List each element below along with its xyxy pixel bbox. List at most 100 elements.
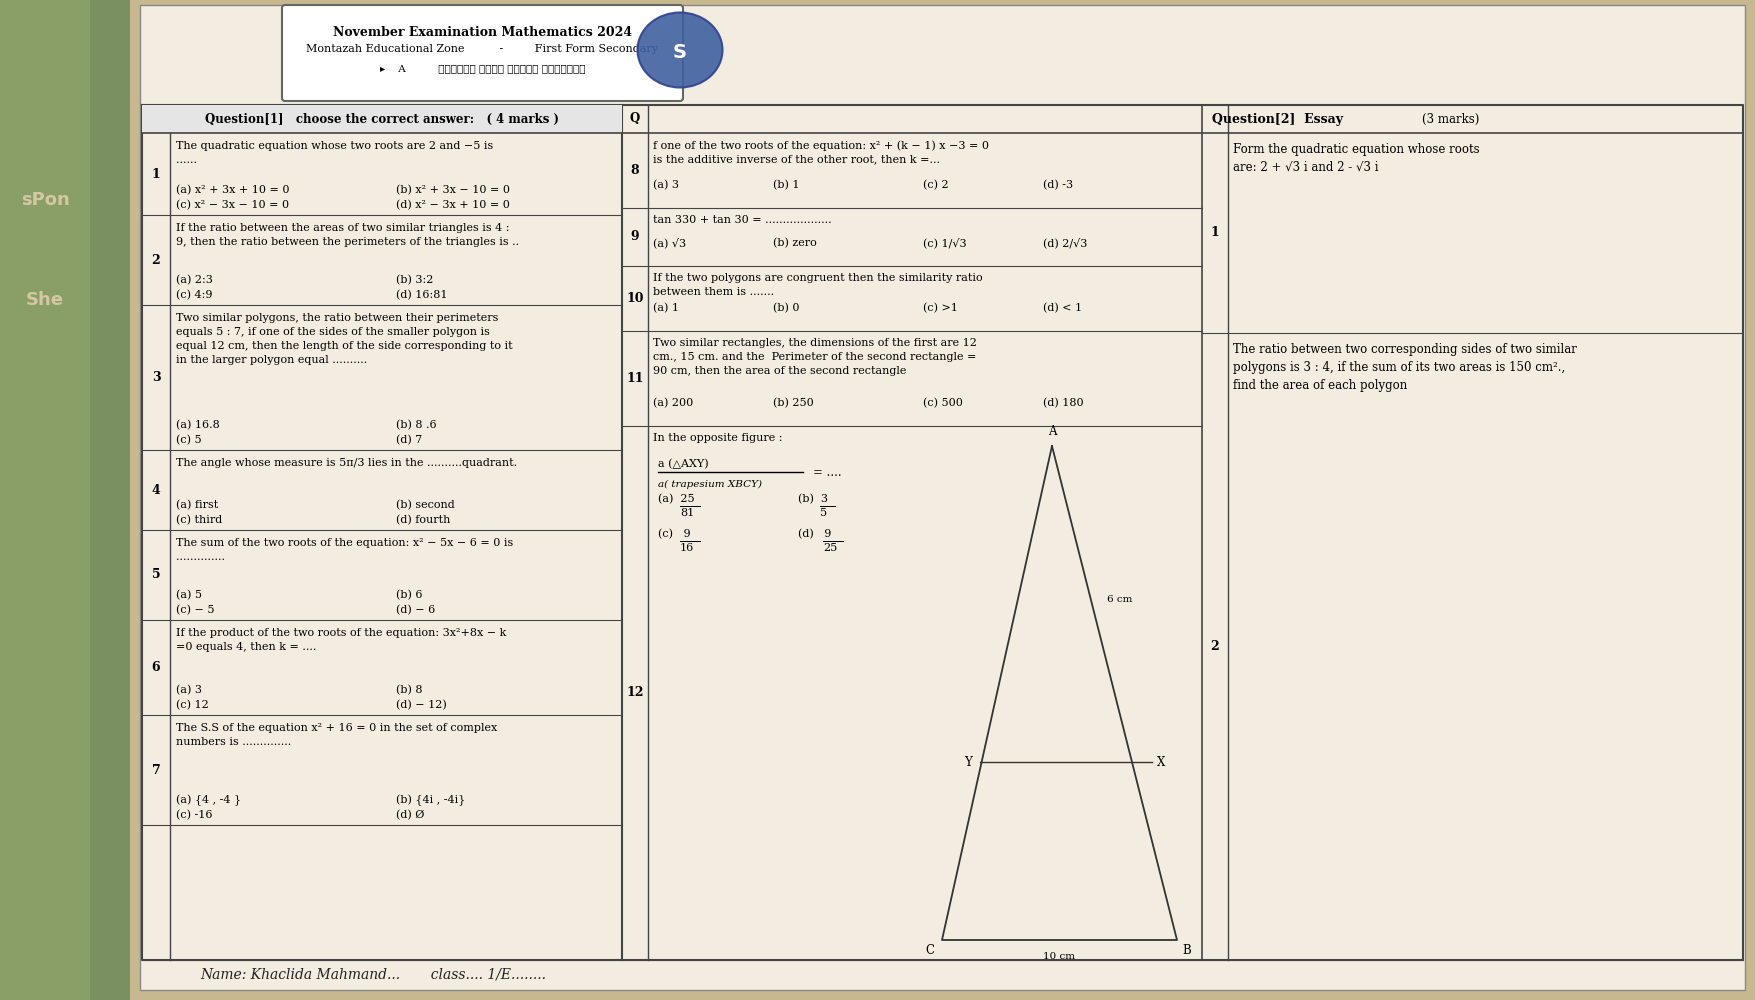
Text: (b) zero: (b) zero [772,238,816,248]
Text: (a)  25: (a) 25 [658,494,695,504]
Text: a( trapesium XBCY): a( trapesium XBCY) [658,479,762,489]
Text: between them is .......: between them is ....... [653,287,774,297]
Text: (a) 200: (a) 200 [653,398,693,408]
Text: (a) 1: (a) 1 [653,303,679,313]
Text: (d) -3: (d) -3 [1042,180,1072,190]
Text: find the area of each polygon: find the area of each polygon [1234,379,1408,392]
Text: (d) 16:81: (d) 16:81 [397,290,448,300]
Text: If the ratio between the areas of two similar triangles is 4 :: If the ratio between the areas of two si… [176,223,509,233]
Text: Name: Khaclida Mahmand...       class.... 1/E........: Name: Khaclida Mahmand... class.... 1/E.… [200,968,546,982]
Text: in the larger polygon equal ..........: in the larger polygon equal .......... [176,355,367,365]
Bar [142,105,621,133]
Text: is the additive inverse of the other root, then k =...: is the additive inverse of the other roo… [653,154,941,164]
Text: (d) < 1: (d) < 1 [1042,303,1083,313]
Text: If the two polygons are congruent then the similarity ratio: If the two polygons are congruent then t… [653,273,983,283]
Text: Two similar rectangles, the dimensions of the first are 12: Two similar rectangles, the dimensions o… [653,338,978,348]
Text: (c) >1: (c) >1 [923,303,958,313]
Text: (a) 3: (a) 3 [176,685,202,695]
Text: Question[2]  Essay: Question[2] Essay [1213,112,1343,125]
Text: 1: 1 [1211,227,1220,239]
Text: (b)  3: (b) 3 [799,494,828,504]
Text: 2: 2 [1211,640,1220,653]
Text: 4: 4 [151,484,160,496]
Text: (b) 8: (b) 8 [397,685,423,695]
Text: Question[1]   choose the correct answer:   ( 4 marks ): Question[1] choose the correct answer: (… [205,112,560,125]
Text: Y: Y [963,756,972,769]
Text: 25: 25 [823,543,837,553]
Text: The sum of the two roots of the equation: x² − 5x − 6 = 0 is: The sum of the two roots of the equation… [176,538,512,548]
Text: (a) {4 , -4 }: (a) {4 , -4 } [176,795,240,806]
Text: (a) 3: (a) 3 [653,180,679,190]
Text: (b) 6: (b) 6 [397,590,423,600]
Text: 5: 5 [820,508,827,518]
Text: a (△AXY): a (△AXY) [658,459,709,469]
Text: (c) 1/√3: (c) 1/√3 [923,238,967,249]
Text: November Examination Mathematics 2024: November Examination Mathematics 2024 [333,26,632,39]
Text: If the product of the two roots of the equation: 3x²+8x − k: If the product of the two roots of the e… [176,628,507,638]
Text: f one of the two roots of the equation: x² + (k − 1) x −3 = 0: f one of the two roots of the equation: … [653,140,990,151]
Text: are: 2 + √3 i and 2 - √3 i: are: 2 + √3 i and 2 - √3 i [1234,161,1378,174]
Text: 2: 2 [151,253,160,266]
Text: 9: 9 [630,231,639,243]
Text: (c) third: (c) third [176,515,223,525]
Text: =0 equals 4, then k = ....: =0 equals 4, then k = .... [176,642,316,652]
Text: ▸    A          امتحان الصف الاول الثانوى: ▸ A امتحان الصف الاول الثانوى [379,64,584,73]
Text: (c) 4:9: (c) 4:9 [176,290,212,300]
Text: 5: 5 [151,568,160,582]
Text: (3 marks): (3 marks) [1422,112,1479,125]
Text: Q: Q [630,112,641,125]
Text: (c) 5: (c) 5 [176,435,202,445]
Text: 90 cm, then the area of the second rectangle: 90 cm, then the area of the second recta… [653,366,906,376]
Text: She: She [26,291,63,309]
Text: (c) -16: (c) -16 [176,810,212,820]
Text: (b) {4i , -4i}: (b) {4i , -4i} [397,795,465,806]
Text: 12: 12 [627,686,644,700]
Text: (d) Ø: (d) Ø [397,810,425,820]
Text: The quadratic equation whose two roots are 2 and −5 is: The quadratic equation whose two roots a… [176,141,493,151]
Text: (b) x² + 3x − 10 = 0: (b) x² + 3x − 10 = 0 [397,185,511,195]
Text: 3: 3 [151,371,160,384]
Text: (c) 500: (c) 500 [923,398,963,408]
Text: 6: 6 [151,661,160,674]
Text: ......: ...... [176,155,197,165]
Text: 10: 10 [627,292,644,305]
Text: 10 cm: 10 cm [1044,952,1076,961]
Text: 1: 1 [151,167,160,180]
Text: X: X [1157,756,1165,769]
Text: A: A [1048,425,1057,438]
Text: equal 12 cm, then the length of the side corresponding to it: equal 12 cm, then the length of the side… [176,341,512,351]
Bar [0,0,130,1000]
Text: The angle whose measure is 5π/3 lies in the ..........quadrant.: The angle whose measure is 5π/3 lies in … [176,458,518,468]
Text: (d) 180: (d) 180 [1042,398,1083,408]
Text: The S.S of the equation x² + 16 = 0 in the set of complex: The S.S of the equation x² + 16 = 0 in t… [176,723,497,733]
Text: 16: 16 [679,543,695,553]
Text: (a) first: (a) first [176,500,218,510]
Text: = ....: = .... [813,466,842,479]
Text: Montazah Educational Zone          -         First Form Secondary: Montazah Educational Zone - First Form S… [307,44,658,54]
Text: (c) 12: (c) 12 [176,700,209,710]
Text: (a) x² + 3x + 10 = 0: (a) x² + 3x + 10 = 0 [176,185,290,195]
Text: equals 5 : 7, if one of the sides of the smaller polygon is: equals 5 : 7, if one of the sides of the… [176,327,490,337]
Ellipse shape [637,12,723,88]
Text: (b) 1: (b) 1 [772,180,800,190]
Text: C: C [925,944,934,957]
Bar [0,0,90,1000]
Text: In the opposite figure :: In the opposite figure : [653,433,783,443]
Text: 81: 81 [679,508,695,518]
Text: 11: 11 [627,372,644,385]
Text: polygons is 3 : 4, if the sum of its two areas is 150 cm².,: polygons is 3 : 4, if the sum of its two… [1234,361,1565,374]
Text: S: S [672,42,686,62]
Text: B: B [1183,944,1190,957]
Text: (c) − 5: (c) − 5 [176,605,214,615]
Text: Two similar polygons, the ratio between their perimeters: Two similar polygons, the ratio between … [176,313,498,323]
Text: numbers is ..............: numbers is .............. [176,737,291,747]
Text: The ratio between two corresponding sides of two similar: The ratio between two corresponding side… [1234,343,1578,356]
Text: (c) x² − 3x − 10 = 0: (c) x² − 3x − 10 = 0 [176,200,290,210]
Text: (b) second: (b) second [397,500,455,510]
Text: 6 cm: 6 cm [1107,595,1132,604]
Text: 8: 8 [630,164,639,177]
Text: ..............: .............. [176,552,225,562]
Text: Form the quadratic equation whose roots: Form the quadratic equation whose roots [1234,143,1479,156]
Text: (d) x² − 3x + 10 = 0: (d) x² − 3x + 10 = 0 [397,200,511,210]
Text: (a) 5: (a) 5 [176,590,202,600]
